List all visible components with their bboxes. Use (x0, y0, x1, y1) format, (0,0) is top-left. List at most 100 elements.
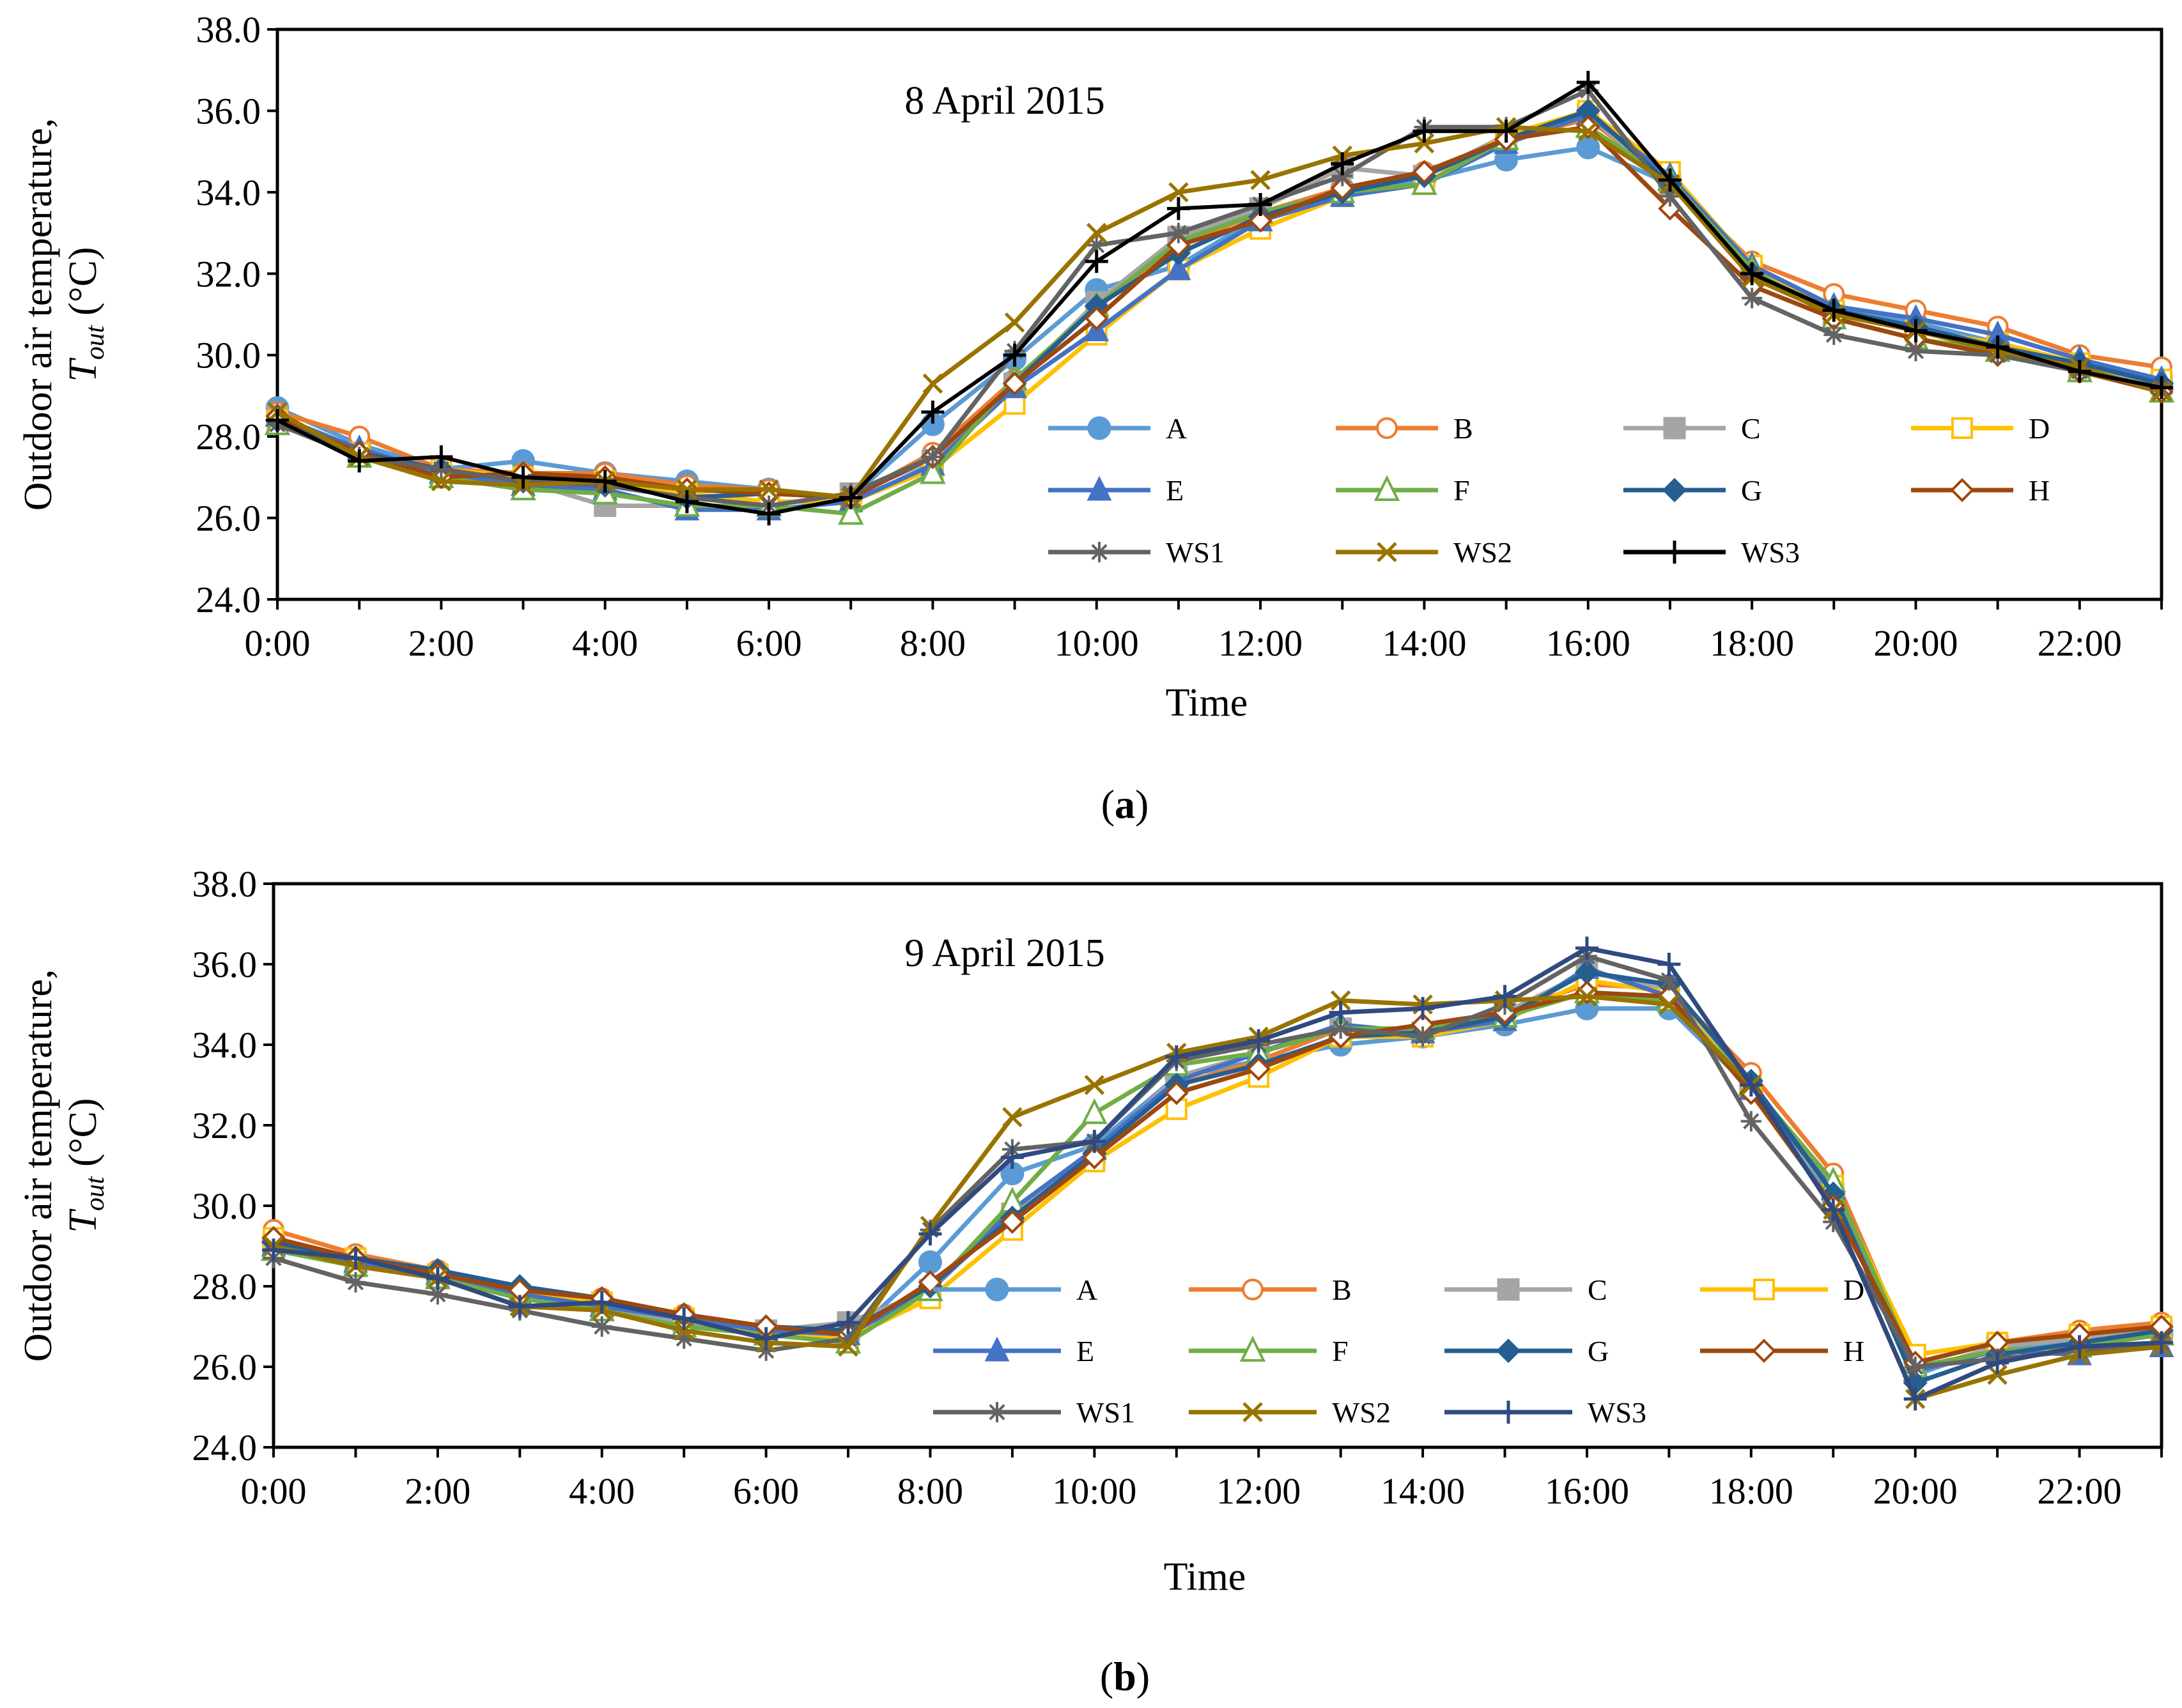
data-point-ws1 (427, 1284, 448, 1305)
data-point-ws1 (1086, 235, 1107, 256)
y-tick-label: 28.0 (192, 1266, 258, 1307)
data-point-ws3 (1576, 70, 1600, 94)
y-tick-label: 38.0 (192, 863, 258, 905)
legend-entry-g: G (1444, 1335, 1609, 1367)
legend-entry-a: A (933, 1273, 1097, 1306)
x-tick-label: 20:00 (1873, 622, 1958, 664)
legend-entry-b: B (1189, 1273, 1352, 1306)
legend-marker (1950, 478, 1974, 502)
x-tick-label: 18:00 (1709, 1470, 1793, 1512)
y-tick-label: 34.0 (196, 172, 261, 213)
data-point-ws3 (508, 1295, 532, 1318)
legend-marker (1239, 1335, 1266, 1362)
data-point-ws2 (922, 373, 943, 394)
data-point-ws1 (345, 1272, 366, 1293)
data-point-ws3 (266, 408, 289, 432)
y-tick-label: 28.0 (196, 416, 261, 458)
data-point-ws3 (1740, 262, 1764, 286)
data-point-ws3 (1493, 985, 1517, 1008)
data-point-ws2 (1086, 222, 1107, 243)
legend: A B C D E F G H WS1 WS2 WS3 (933, 1273, 1864, 1429)
legend-marker (987, 1402, 1007, 1422)
data-point-ws2 (1577, 986, 1597, 1007)
data-point-ws1 (1659, 186, 1680, 207)
legend-entry-ws2: WS2 (1336, 536, 1512, 569)
y-axis-label-line2: Tout (°C) (61, 1098, 110, 1233)
data-point-ws3 (1657, 953, 1681, 976)
data-point-ws3 (1331, 152, 1354, 176)
series-line-h (273, 990, 2162, 1366)
data-point-ws2 (1084, 1075, 1105, 1095)
legend-label: A (1166, 412, 1187, 445)
legend-entry-d: D (1700, 1273, 1864, 1306)
data-point-h (1246, 1056, 1271, 1081)
series-line-g (273, 970, 2162, 1385)
panel-label: (a) (1101, 781, 1149, 827)
data-point-ws3 (429, 445, 453, 468)
data-point-ws3 (511, 465, 535, 489)
legend-entry-ws1: WS1 (1048, 536, 1225, 569)
legend-label: F (1332, 1335, 1349, 1367)
legend-entry-a: A (1048, 412, 1187, 445)
data-point-ws3 (839, 486, 863, 509)
data-point-ws3 (2068, 1335, 2091, 1358)
y-axis-subscript: out (81, 1176, 110, 1211)
x-axis-label: Time (1166, 681, 1248, 725)
plot-area-frame (275, 27, 2163, 601)
legend-marker (1663, 541, 1686, 564)
x-tick-label: 8:00 (900, 622, 966, 664)
legend-entry-c: C (1444, 1273, 1607, 1306)
data-point-e (1166, 255, 1191, 281)
data-point-ws1 (674, 1328, 695, 1349)
data-point-ws3 (1739, 1073, 1763, 1096)
data-point-ws3 (1658, 168, 1682, 192)
y-axis-label-line2: Tout (°C) (61, 247, 110, 381)
data-point-ws3 (754, 1327, 778, 1350)
data-point-ws3 (262, 1238, 285, 1262)
series-line-c (276, 112, 2162, 508)
data-point-ws3 (2150, 1331, 2173, 1355)
data-point-ws2 (1414, 133, 1435, 154)
data-point-ws2 (1659, 994, 1680, 1015)
data-point-ws3 (757, 502, 781, 526)
series-ws1 (263, 946, 2172, 1377)
legend-label: E (1166, 474, 1184, 507)
data-point-ws3 (1903, 1387, 1927, 1411)
data-point-ws1 (1742, 288, 1763, 309)
legend-label: B (1453, 412, 1473, 445)
y-tick-label: 34.0 (192, 1024, 258, 1066)
legend-marker (1497, 1278, 1520, 1301)
x-tick-label: 2:00 (408, 622, 474, 664)
legend-label: WS2 (1453, 536, 1512, 569)
x-tick-label: 10:00 (1052, 1470, 1136, 1512)
data-point-ws3 (921, 400, 945, 424)
data-point-ws3 (1003, 343, 1026, 367)
data-point-ws1 (838, 1328, 859, 1349)
x-tick-label: 16:00 (1546, 622, 1630, 664)
data-point-ws3 (426, 1266, 449, 1290)
data-point-ws3 (593, 470, 617, 493)
data-point-h (1412, 160, 1437, 184)
x-tick-label: 2:00 (405, 1470, 470, 1512)
y-tick-label: 26.0 (192, 1346, 258, 1388)
legend-marker (1373, 475, 1400, 501)
x-tick-label: 4:00 (569, 1470, 635, 1512)
x-tick-label: 0:00 (240, 1470, 306, 1512)
x-tick-label: 14:00 (1382, 622, 1466, 664)
series-line-ws3 (273, 946, 2162, 1401)
data-point-ws3 (1000, 1146, 1024, 1169)
x-tick-label: 22:00 (2038, 622, 2122, 664)
legend-entry-ws2: WS2 (1189, 1396, 1391, 1429)
legend-entry-g: G (1623, 474, 1762, 507)
data-point-ws2 (1578, 121, 1598, 142)
data-point-ws2 (759, 479, 779, 500)
data-point-h (1082, 1145, 1107, 1170)
data-point-ws3 (1986, 1351, 2009, 1374)
y-tick-label: 30.0 (192, 1185, 258, 1227)
data-point-ws3 (344, 1246, 368, 1270)
x-tick-label: 0:00 (244, 622, 310, 664)
data-point-ws3 (1085, 250, 1108, 273)
legend-marker (1087, 475, 1112, 501)
data-point-ws3 (1822, 298, 1846, 322)
data-point-ws2 (1987, 1364, 2008, 1385)
